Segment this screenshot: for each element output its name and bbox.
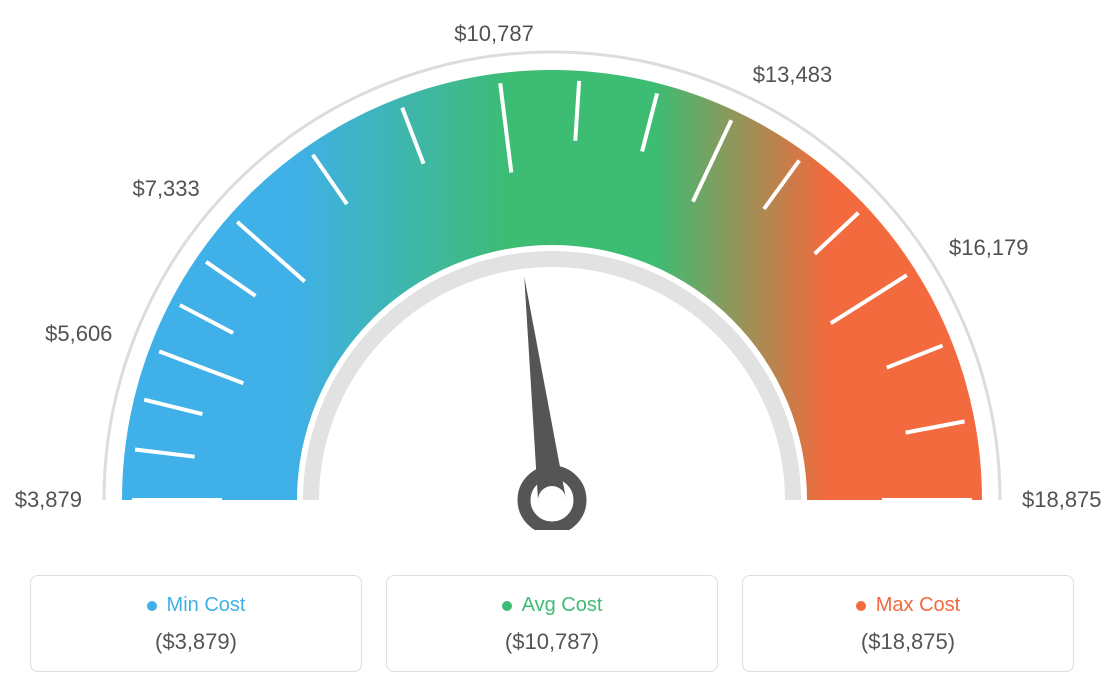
min-cost-value: ($3,879) [41, 629, 351, 655]
gauge-tick-label: $18,875 [1022, 487, 1102, 513]
gauge-tick-label: $7,333 [132, 176, 199, 202]
legend-cards: Min Cost ($3,879) Avg Cost ($10,787) Max… [30, 575, 1074, 672]
gauge-tick-label: $3,879 [15, 487, 82, 513]
min-cost-title: Min Cost [147, 594, 246, 617]
gauge-chart-container: $3,879 $5,606 $7,333 $10,787 $13,483 $16,179 $… [0, 0, 1104, 690]
gauge-tick-label: $16,179 [949, 235, 1029, 261]
min-cost-label: Min Cost [167, 594, 246, 617]
gauge-area [0, 0, 1104, 530]
gauge-svg [0, 0, 1104, 530]
avg-dot-icon [502, 601, 512, 611]
gauge-tick-label: $13,483 [753, 62, 833, 88]
max-cost-label: Max Cost [876, 594, 960, 617]
gauge-tick-label: $5,606 [45, 321, 112, 347]
gauge-tick-label: $10,787 [454, 21, 534, 47]
avg-cost-title: Avg Cost [502, 594, 603, 617]
max-cost-card: Max Cost ($18,875) [742, 575, 1074, 672]
max-cost-title: Max Cost [856, 594, 960, 617]
avg-cost-value: ($10,787) [397, 629, 707, 655]
max-dot-icon [856, 601, 866, 611]
avg-cost-card: Avg Cost ($10,787) [386, 575, 718, 672]
max-cost-value: ($18,875) [753, 629, 1063, 655]
avg-cost-label: Avg Cost [522, 594, 603, 617]
min-cost-card: Min Cost ($3,879) [30, 575, 362, 672]
min-dot-icon [147, 601, 157, 611]
